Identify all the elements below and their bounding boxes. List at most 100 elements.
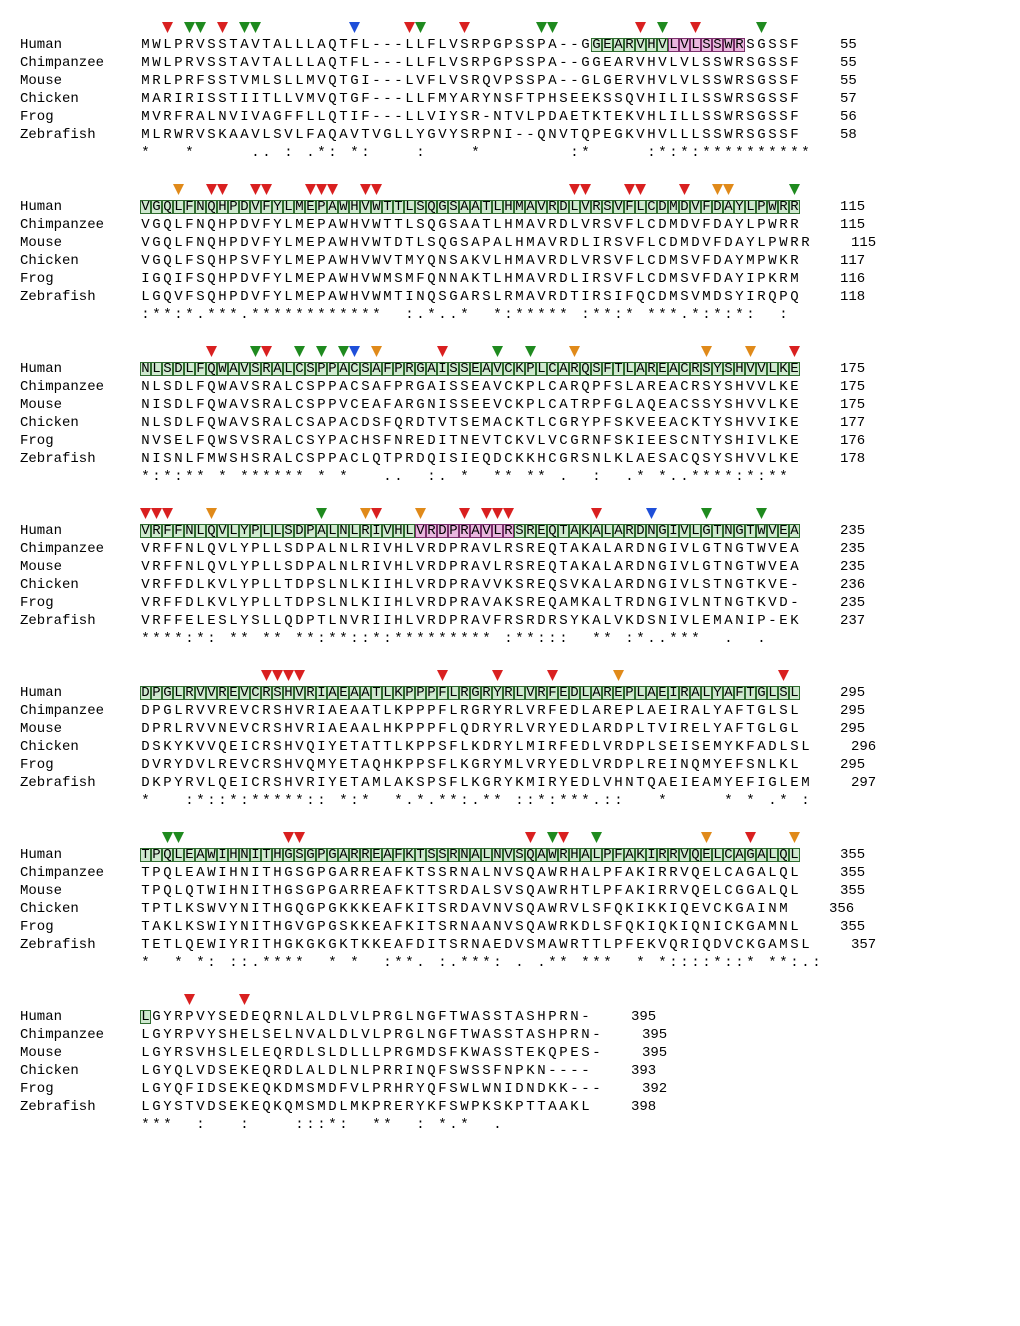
- species-label: Zebrafish: [20, 776, 140, 790]
- species-label: Frog: [20, 110, 140, 124]
- sequence-row: HumanNLSDLFQWAVSRALCSPPACSAFPRGAISSEAVCK…: [20, 362, 1000, 380]
- sequence-row: FrogVRFFDLKVLYPLLTDPSLNLKIIHLVRDPRAVAKSR…: [20, 596, 1000, 614]
- consensus-row: :**:*.***.************ :.*..* *:***** :*…: [20, 308, 1000, 326]
- consensus-row: * * .. : .*: *: : * :* :*:*:**********: [20, 146, 1000, 164]
- consensus-row: *:*:** * ****** * * .. :. * ** ** . : .*…: [20, 470, 1000, 488]
- consensus-row: * * *: ::.**** * * :**. :.***: . .** ***…: [20, 956, 1000, 974]
- alignment-block: HumanTPQLEAWIHNITHGSGPGARREAFKTSSRNALNVS…: [20, 830, 1000, 974]
- species-label: Chimpanzee: [20, 704, 140, 718]
- consensus-row: *** : : :::*: ** : *.* .: [20, 1118, 1000, 1136]
- marker-row: [20, 344, 1000, 360]
- alignment-block: HumanDPGLRVVREVCRSHVRIAEAATLKPPPFLRGRYRL…: [20, 668, 1000, 812]
- position-number: 393: [631, 1064, 656, 1078]
- position-number: 115: [840, 200, 865, 214]
- sequence-text: LGYQLVDSEKEQRDLALDLNLPRRINQFSWSSFNPKN---…: [140, 1064, 591, 1078]
- position-number: 297: [851, 776, 876, 790]
- position-number: 235: [840, 560, 865, 574]
- sequence-row: MouseTPQLQTWIHNITHGSGPGARREAFKTTSRDALSVS…: [20, 884, 1000, 902]
- sequence-row: ZebrafishLGQVFSQHPDVFYLMEPAWHVWMTINQSGAR…: [20, 290, 1000, 308]
- position-number: 355: [840, 848, 865, 862]
- species-label: Zebrafish: [20, 614, 140, 628]
- sequence-text: LGYRPVYSHELSELNVALDLVLPRGLNGFTWASSTASHPR…: [140, 1028, 602, 1042]
- sequence-row: ZebrafishTETLQEWIYRITHGKGKGKTKKEAFDITSRN…: [20, 938, 1000, 956]
- sequence-row: HumanMWLPRVSSTAVTALLLAQTFL---LLFLVSRPGPS…: [20, 38, 1000, 56]
- alignment-block: HumanLGYRPVYSEDEQRNLALDLVLPRGLNGFTWASSTA…: [20, 992, 1000, 1136]
- species-label: Human: [20, 686, 140, 700]
- position-number: 398: [631, 1100, 656, 1114]
- species-label: Chicken: [20, 740, 140, 754]
- species-label: Chicken: [20, 578, 140, 592]
- species-label: Frog: [20, 272, 140, 286]
- sequence-text: DPRLRVVNEVCRSHVRIAEAALHKPPPFLQDRYRLVRYED…: [140, 722, 800, 736]
- position-number: 55: [840, 38, 857, 52]
- sequence-row: MouseNISDLFQWAVSRALCSPPVCEAFARGNISSEEVCK…: [20, 398, 1000, 416]
- sequence-alignment: HumanMWLPRVSSTAVTALLLAQTFL---LLFLVSRPGPS…: [20, 20, 1000, 1136]
- species-label: Chimpanzee: [20, 1028, 140, 1042]
- sequence-text: LGYQFIDSEKEQKDMSMDFVLPRHRYQFSWLWNIDNDKK-…: [140, 1082, 602, 1096]
- sequence-row: MouseVRFFNLQVLYPLLSDPALNLRIVHLVRDPRAVLRS…: [20, 560, 1000, 578]
- species-label: Human: [20, 848, 140, 862]
- sequence-row: ChimpanzeeLGYRPVYSHELSELNVALDLVLPRGLNGFT…: [20, 1028, 1000, 1046]
- position-number: 356: [829, 902, 854, 916]
- sequence-row: FrogLGYQFIDSEKEQKDMSMDFVLPRHRYQFSWLWNIDN…: [20, 1082, 1000, 1100]
- sequence-row: ChickenNLSDLFQWAVSRALCSAPACDSFQRDTVTSEMA…: [20, 416, 1000, 434]
- position-number: 56: [840, 110, 857, 124]
- position-number: 296: [851, 740, 876, 754]
- sequence-row: ChickenVGQLFSQHPSVFYLMEPAWHVWVTMYQNSAKVL…: [20, 254, 1000, 272]
- sequence-row: MouseVGQLFNQHPDVFYLMEPAWHVWTDTLSQGSAPALH…: [20, 236, 1000, 254]
- sequence-text: IGQIFSQHPDVFYLMEPAWHVWMSMFQNNAKTLHMAVRDL…: [140, 272, 800, 286]
- species-label: Chimpanzee: [20, 56, 140, 70]
- sequence-row: ChickenLGYQLVDSEKEQRDLALDLNLPRRINQFSWSSF…: [20, 1064, 1000, 1082]
- sequence-row: HumanDPGLRVVREVCRSHVRIAEAATLKPPPFLRGRYRL…: [20, 686, 1000, 704]
- species-label: Chicken: [20, 416, 140, 430]
- sequence-row: MouseMRLPRFSSTVMLSLLMVQTGI---LVFLVSRQVPS…: [20, 74, 1000, 92]
- sequence-row: MouseLGYRSVHSLELEQRDLSLDLLLPRGMDSFKWASST…: [20, 1046, 1000, 1064]
- consensus-text: * * .. : .*: *: : * :* :*:*:**********: [140, 146, 811, 160]
- species-label: Zebrafish: [20, 938, 140, 952]
- sequence-row: HumanLGYRPVYSEDEQRNLALDLVLPRGLNGFTWASSTA…: [20, 1010, 1000, 1028]
- position-number: 237: [840, 614, 865, 628]
- sequence-text: TPTLKSWVYNITHGQGPGKKKEAFKITSRDAVNVSQAWRV…: [140, 902, 789, 916]
- sequence-text: NISDLFQWAVSRALCSPPVCEAFARGNISSEEVCKPLCAT…: [140, 398, 800, 412]
- position-number: 235: [840, 542, 865, 556]
- consensus-row: ****:*: ** ** **:**::*:********* :**::: …: [20, 632, 1000, 650]
- species-label: Frog: [20, 1082, 140, 1096]
- species-label: Human: [20, 362, 140, 376]
- sequence-text: MARIRISSTIITLLVMVQTGF---LLFMYARYNSFTPHSE…: [140, 92, 800, 106]
- sequence-text: LGYSTVDSEKEQKQMSMDLMKPRERYKFSWPKSKPTTAAK…: [140, 1100, 591, 1114]
- sequence-text: DPGLRVVREVCRSHVRIAEAATLKPPPFLRGRYRLVRFED…: [140, 704, 800, 718]
- position-number: 115: [840, 218, 865, 232]
- species-label: Chicken: [20, 902, 140, 916]
- sequence-text: TAKLKSWIYNITHGVGPGSKKEAFKITSRNAANVSQAWRK…: [140, 920, 800, 934]
- sequence-text: VRFFNLQVLYPLLSDPALNLRIVHLVRDPRAVLRSREQTA…: [140, 524, 800, 538]
- sequence-text: VGQLFSQHPSVFYLMEPAWHVWVTMYQNSAKVLHMAVRDL…: [140, 254, 800, 268]
- sequence-text: MRLPRFSSTVMLSLLMVQTGI---LVFLVSRQVPSSPA--…: [140, 74, 800, 88]
- sequence-text: MWLPRVSSTAVTALLLAQTFL---LLFLVSRPGPSSPA--…: [140, 38, 800, 52]
- species-label: Mouse: [20, 398, 140, 412]
- sequence-text: LGYRSVHSLELEQRDLSLDLLLPRGMDSFKWASSTEKQPE…: [140, 1046, 602, 1060]
- sequence-row: ZebrafishLGYSTVDSEKEQKQMSMDLMKPRERYKFSWP…: [20, 1100, 1000, 1118]
- species-label: Human: [20, 38, 140, 52]
- sequence-row: ChickenVRFFDLKVLYPLLTDPSLNLKIIHLVRDPRAVV…: [20, 578, 1000, 596]
- species-label: Mouse: [20, 884, 140, 898]
- species-label: Chicken: [20, 254, 140, 268]
- sequence-row: ChimpanzeeTPQLEAWIHNITHGSGPGARREAFKTSSRN…: [20, 866, 1000, 884]
- sequence-text: TPQLQTWIHNITHGSGPGARREAFKTTSRDALSVSQAWRH…: [140, 884, 800, 898]
- consensus-text: :**:*.***.************ :.*..* *:***** :*…: [140, 308, 800, 322]
- position-number: 357: [851, 938, 876, 952]
- sequence-row: HumanVRFFNLQVLYPLLSDPALNLRIVHLVRDPRAVLRS…: [20, 524, 1000, 542]
- position-number: 58: [840, 128, 857, 142]
- position-number: 55: [840, 56, 857, 70]
- sequence-row: FrogTAKLKSWIYNITHGVGPGSKKEAFKITSRNAANVSQ…: [20, 920, 1000, 938]
- species-label: Zebrafish: [20, 128, 140, 142]
- alignment-block: HumanVRFFNLQVLYPLLSDPALNLRIVHLVRDPRAVLRS…: [20, 506, 1000, 650]
- species-label: Mouse: [20, 560, 140, 574]
- consensus-text: * * *: ::.**** * * :**. :.***: . .** ***…: [140, 956, 822, 970]
- position-number: 118: [840, 290, 865, 304]
- species-label: Zebrafish: [20, 1100, 140, 1114]
- sequence-text: NISNLFMWSHSRALCSPPACLQTPRDQISIEQDCKKHCGR…: [140, 452, 800, 466]
- sequence-row: ChimpanzeeDPGLRVVREVCRSHVRIAEAATLKPPPFLR…: [20, 704, 1000, 722]
- marker-row: [20, 992, 1000, 1008]
- alignment-block: HumanMWLPRVSSTAVTALLLAQTFL---LLFLVSRPGPS…: [20, 20, 1000, 164]
- position-number: 175: [840, 398, 865, 412]
